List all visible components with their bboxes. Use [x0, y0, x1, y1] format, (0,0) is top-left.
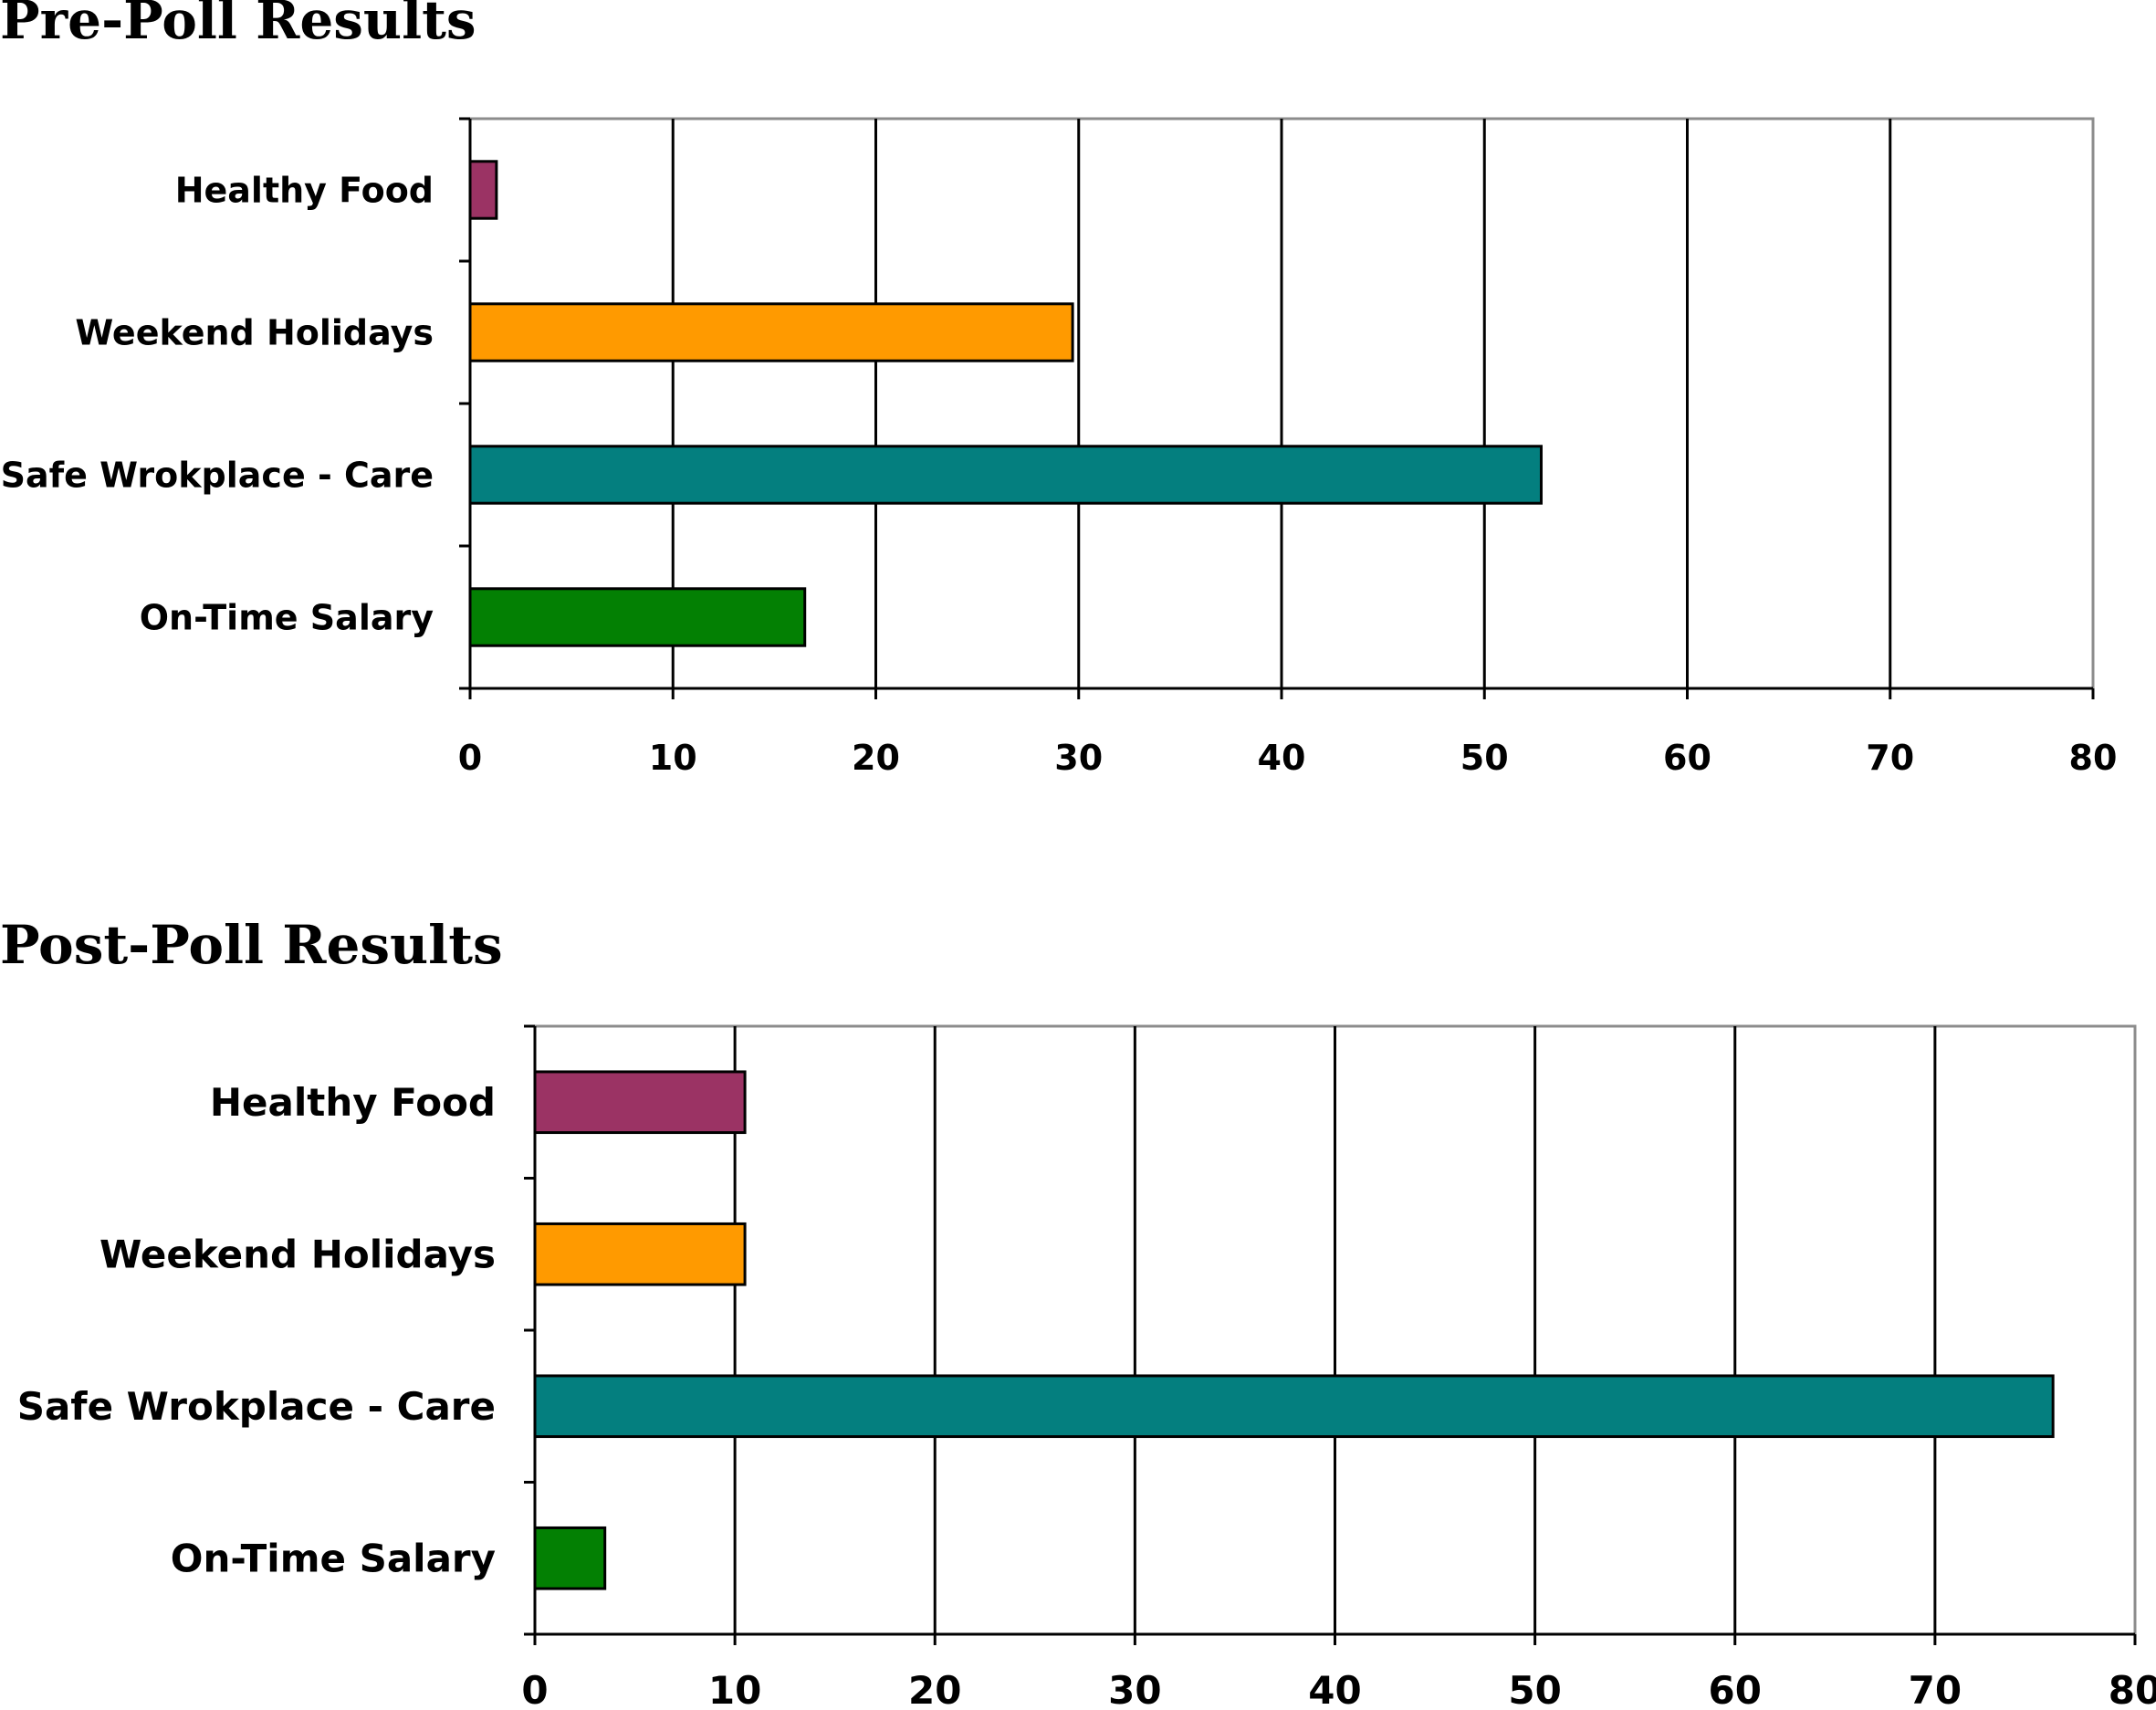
category-label: Safe Wrokplace - Care — [17, 1384, 496, 1429]
x-tick-label: 60 — [1663, 738, 1711, 778]
chart-title: Pre-Poll Results — [0, 0, 476, 51]
x-tick-label: 30 — [1108, 1668, 1161, 1710]
category-label: Healthy Food — [210, 1080, 496, 1125]
bar — [533, 1070, 747, 1135]
category-label: Healthy Food — [175, 170, 434, 210]
category-label: Safe Wrokplace - Care — [1, 455, 434, 495]
bar — [468, 445, 1543, 505]
bar — [468, 302, 1074, 362]
x-tick-label: 50 — [1508, 1668, 1561, 1710]
bar — [533, 1526, 607, 1590]
category-label: Weekend Holidays — [99, 1232, 496, 1276]
x-tick-label: 40 — [1308, 1668, 1361, 1710]
x-tick-label: 70 — [1909, 1668, 1962, 1710]
x-tick-label: 60 — [1709, 1668, 1762, 1710]
chart-title: Post-Poll Results — [0, 914, 503, 976]
x-tick-label: 40 — [1258, 738, 1306, 778]
bar — [468, 587, 807, 647]
pre-poll-chart: Pre-Poll Results Healthy Food Weekend Hol… — [0, 0, 2117, 778]
bar — [533, 1222, 747, 1286]
x-tick-label: 50 — [1460, 738, 1509, 778]
x-tick-label: 80 — [2069, 738, 2118, 778]
category-label: Weekend Holidays — [75, 312, 434, 352]
category-label: On-Time Salary — [140, 597, 434, 637]
x-tick-label: 30 — [1054, 738, 1103, 778]
x-tick-label: 70 — [1866, 738, 1914, 778]
x-tick-label: 0 — [521, 1668, 548, 1710]
bar — [468, 160, 498, 220]
category-label: On-Time Salary — [171, 1536, 496, 1580]
x-tick-label: 20 — [852, 738, 900, 778]
x-tick-label: 10 — [649, 738, 697, 778]
x-tick-label: 0 — [458, 738, 482, 778]
x-tick-label: 80 — [2109, 1668, 2156, 1710]
post-poll-chart: Post-Poll Results Healthy Food Weekend Ho… — [0, 914, 2156, 1710]
bar — [533, 1374, 2055, 1439]
x-tick-label: 20 — [908, 1668, 961, 1710]
x-tick-label: 10 — [708, 1668, 761, 1710]
